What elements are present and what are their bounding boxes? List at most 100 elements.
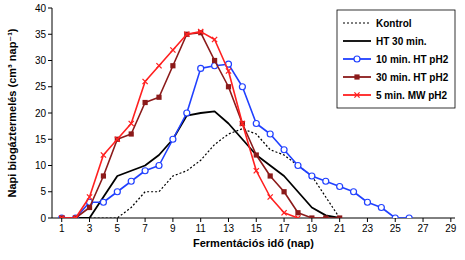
series-marker [254,168,259,173]
series-marker [100,199,106,205]
series-group [59,30,342,218]
x-tick-label: 25 [390,223,402,234]
x-tick-label: 7 [142,223,148,234]
series-marker [337,184,343,190]
y-axis-label: Napi biogáztermelés (cm³ nap⁻¹) [6,28,18,197]
x-tick-label: 21 [334,223,346,234]
series-marker [129,121,134,126]
series-marker [128,178,134,184]
series-marker [281,147,287,153]
y-tick-label: 30 [35,55,47,66]
chart-container: 0510152025303540135791113151719212325272… [0,0,465,260]
x-tick [395,218,396,222]
chart-svg: 0510152025303540135791113151719212325272… [0,0,465,260]
y-tick [48,86,52,87]
legend-marker [354,92,359,97]
series-marker [73,215,78,218]
series-marker [184,32,189,37]
legend-label: Kontrol [376,18,412,29]
series-marker [295,163,301,169]
series-marker [198,29,203,34]
plot-area [59,29,412,218]
series-marker [226,68,231,73]
x-tick-label: 13 [223,223,235,234]
y-tick [48,113,52,114]
series-marker [281,189,286,194]
series-marker [142,168,148,174]
series-group [62,111,340,218]
series-marker [323,215,328,218]
x-tick-label: 11 [195,223,206,234]
x-tick-label: 15 [251,223,263,234]
x-tick [117,218,118,222]
y-tick [48,191,52,192]
y-tick-label: 20 [35,108,47,119]
series-marker [364,199,370,205]
x-tick [284,218,285,222]
y-tick [48,165,52,166]
series-marker [115,137,120,142]
x-tick [367,218,368,222]
series-marker [156,163,162,169]
series-marker [392,215,398,218]
series-marker [170,136,176,142]
x-tick-label: 17 [279,223,291,234]
series-marker [114,189,120,195]
series-marker [309,173,315,179]
x-tick [89,218,90,222]
y-tick [48,8,52,9]
series-marker [268,173,273,178]
y-tick-label: 40 [35,3,47,14]
x-tick-label: 29 [445,223,457,234]
series-line [62,129,340,218]
legend-label: 10 min. HT pH2 [376,54,449,65]
series-marker [170,63,175,68]
y-tick-label: 15 [35,134,47,145]
x-tick-label: 27 [417,223,429,234]
series-marker [240,121,245,126]
series-marker [337,215,342,218]
legend-label: 30 min. HT pH2 [376,72,449,83]
y-tick [48,139,52,140]
series-marker [406,215,412,218]
series-group [59,29,300,218]
series-marker [143,100,148,105]
y-tick-label: 35 [35,29,47,40]
legend-label: HT 30 min. [376,36,427,47]
x-tick [311,218,312,222]
x-tick [423,218,424,222]
x-tick [450,218,451,222]
legend-line [343,40,371,42]
series-marker [156,95,161,100]
series-marker [295,215,300,218]
series-marker [115,137,120,142]
series-marker [87,194,92,199]
x-tick [172,218,173,222]
series-marker [295,210,300,215]
series-marker [254,152,259,157]
y-tick [48,34,52,35]
x-axis-label: Fermentációs idő (nap) [193,237,314,249]
series-marker [212,58,217,63]
y-tick-label: 0 [40,213,46,224]
series-line [62,111,340,218]
x-tick-label: 23 [362,223,374,234]
y-tick-label: 10 [35,160,47,171]
series-marker [59,215,64,218]
series-marker [170,47,175,52]
series-marker [101,173,106,178]
x-tick-label: 19 [306,223,318,234]
series-marker [323,178,329,184]
y-tick [48,218,52,219]
series-line [62,32,298,218]
legend-label: 5 min. MW pH2 [376,90,448,101]
series-marker [184,110,190,116]
y-tick-label: 25 [35,81,47,92]
series-marker [309,215,314,218]
x-tick [339,218,340,222]
series-marker [239,84,245,90]
legend-line [343,22,371,23]
legend-marker [354,56,360,62]
y-tick [48,60,52,61]
series-marker [226,84,231,89]
